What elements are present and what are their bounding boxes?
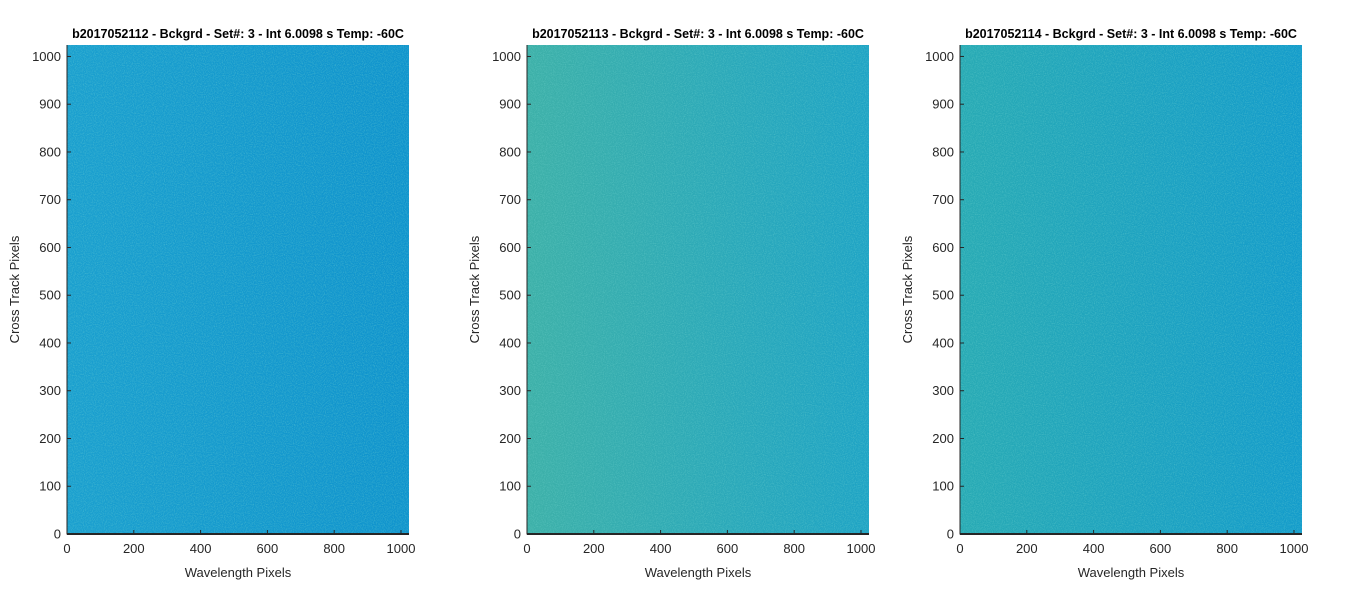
y-tick-label: 400 xyxy=(39,335,61,350)
x-tick-label: 400 xyxy=(1083,541,1105,556)
x-tick-label: 600 xyxy=(717,541,739,556)
y-tick-label: 700 xyxy=(499,192,521,207)
y-tick-label: 500 xyxy=(499,288,521,303)
y-tick-label: 100 xyxy=(932,479,954,494)
heatmap-panel-2: 0 200 400 600 800 1000 0 100 200 300 400 500 600 700 8… xyxy=(467,27,875,580)
x-tick-label: 800 xyxy=(323,541,345,556)
y-tick-label: 700 xyxy=(39,192,61,207)
y-tick-label: 100 xyxy=(499,479,521,494)
x-axis-label: Wavelength Pixels xyxy=(185,565,292,580)
x-tick-label: 600 xyxy=(1150,541,1172,556)
y-tick-label: 800 xyxy=(39,144,61,159)
y-tick-label: 0 xyxy=(54,527,61,542)
x-tick-label: 800 xyxy=(1216,541,1238,556)
y-tick-label: 800 xyxy=(932,144,954,159)
y-tick-label: 0 xyxy=(947,527,954,542)
y-tick-label: 500 xyxy=(39,288,61,303)
x-axis-label: Wavelength Pixels xyxy=(645,565,752,580)
y-tick-label: 800 xyxy=(499,144,521,159)
x-tick-label: 0 xyxy=(63,541,70,556)
y-tick-label: 200 xyxy=(499,431,521,446)
y-tick-label: 1000 xyxy=(925,49,954,64)
x-tick-label: 200 xyxy=(583,541,605,556)
chart-title: b2017052113 - Bckgrd - Set#: 3 - Int 6.0… xyxy=(532,27,864,41)
y-tick-label: 900 xyxy=(932,97,954,112)
x-axis-label: Wavelength Pixels xyxy=(1078,565,1185,580)
y-tick-label: 400 xyxy=(932,335,954,350)
x-tick-label: 400 xyxy=(190,541,212,556)
y-tick-label: 900 xyxy=(39,97,61,112)
y-tick-label: 600 xyxy=(39,240,61,255)
x-tick-label: 400 xyxy=(650,541,672,556)
y-tick-label: 300 xyxy=(39,383,61,398)
x-tick-label: 1000 xyxy=(387,541,416,556)
heatmap-noise xyxy=(527,45,869,534)
y-tick-label: 600 xyxy=(499,240,521,255)
y-tick-label: 100 xyxy=(39,479,61,494)
x-tick-label: 800 xyxy=(783,541,805,556)
y-axis-label: Cross Track Pixels xyxy=(7,235,22,343)
x-tick-label: 0 xyxy=(956,541,963,556)
x-tick-label: 200 xyxy=(123,541,145,556)
y-tick-label: 400 xyxy=(499,335,521,350)
heatmap-noise xyxy=(67,45,409,534)
y-tick-label: 200 xyxy=(932,431,954,446)
x-tick-label: 1000 xyxy=(1280,541,1309,556)
heatmap-noise xyxy=(960,45,1302,534)
y-tick-label: 700 xyxy=(932,192,954,207)
x-tick-label: 200 xyxy=(1016,541,1038,556)
y-tick-label: 900 xyxy=(499,97,521,112)
x-tick-label: 1000 xyxy=(847,541,876,556)
y-tick-label: 1000 xyxy=(32,49,61,64)
x-tick-label: 600 xyxy=(257,541,279,556)
x-tick-label: 0 xyxy=(523,541,530,556)
chart-title: b2017052114 - Bckgrd - Set#: 3 - Int 6.0… xyxy=(965,27,1297,41)
y-tick-label: 1000 xyxy=(492,49,521,64)
y-tick-label: 300 xyxy=(499,383,521,398)
y-axis-label: Cross Track Pixels xyxy=(900,235,915,343)
y-axis-label: Cross Track Pixels xyxy=(467,235,482,343)
heatmap-panel-1: 0 200 400 600 800 1000 0 100 200 300 400 500 600 700 8… xyxy=(7,27,415,580)
y-tick-label: 500 xyxy=(932,288,954,303)
chart-title: b2017052112 - Bckgrd - Set#: 3 - Int 6.0… xyxy=(72,27,404,41)
y-tick-label: 600 xyxy=(932,240,954,255)
y-tick-label: 300 xyxy=(932,383,954,398)
heatmap-panel-3: 0 200 400 600 800 1000 0 100 200 300 400 500 600 700 8… xyxy=(900,27,1308,580)
y-tick-label: 200 xyxy=(39,431,61,446)
y-tick-label: 0 xyxy=(514,527,521,542)
